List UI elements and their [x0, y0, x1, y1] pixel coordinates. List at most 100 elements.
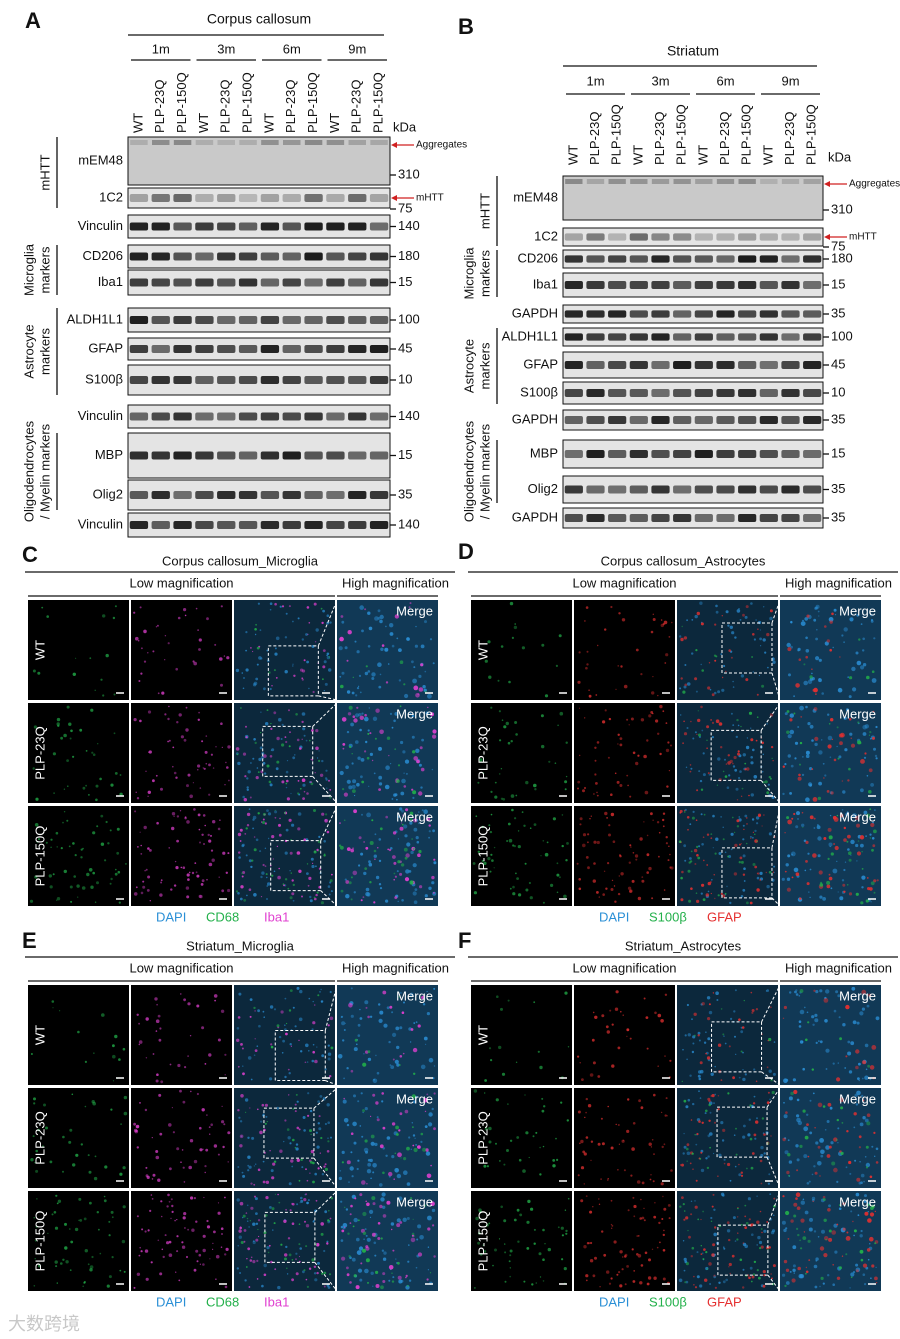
cell-signal	[381, 1100, 384, 1103]
cell-signal	[685, 1262, 690, 1266]
cell-signal	[797, 1233, 800, 1237]
blot-band	[282, 316, 301, 324]
cell-signal	[684, 664, 687, 666]
cell-signal	[349, 745, 352, 749]
cell-signal	[694, 1134, 696, 1136]
cell-signal	[94, 901, 97, 903]
cell-signal	[53, 792, 55, 794]
blot-band	[564, 281, 583, 289]
cell-signal	[698, 770, 701, 773]
cell-signal	[698, 1120, 701, 1123]
cell-signal	[188, 871, 191, 874]
cell-signal	[615, 688, 617, 691]
dapi-haze	[677, 1191, 778, 1291]
cell-signal	[247, 1136, 250, 1140]
cell-signal	[680, 677, 683, 680]
cell-signal	[267, 1251, 270, 1254]
cell-signal	[828, 873, 831, 876]
cell-signal	[279, 605, 282, 608]
blot-band	[673, 333, 692, 341]
cell-signal	[275, 677, 278, 679]
blot-band	[151, 345, 170, 353]
cell-signal	[187, 773, 191, 777]
cell-signal	[836, 745, 838, 748]
cell-signal	[316, 1243, 320, 1247]
cell-signal	[198, 638, 202, 642]
cell-signal	[692, 810, 695, 814]
cell-signal	[757, 1235, 761, 1240]
cell-signal	[51, 1000, 55, 1003]
cell-signal	[516, 1136, 520, 1139]
cell-signal	[796, 1169, 799, 1172]
cell-signal	[698, 1077, 702, 1081]
blot-band	[151, 222, 170, 231]
cell-signal	[323, 1249, 326, 1253]
cell-signal	[171, 1107, 173, 1109]
cell-signal	[560, 1101, 563, 1104]
blot-band	[694, 389, 713, 397]
cell-signal	[353, 891, 356, 894]
cell-signal	[669, 853, 671, 856]
cell-signal	[59, 1010, 61, 1012]
cell-signal	[69, 737, 72, 740]
cell-signal	[318, 835, 321, 839]
cell-signal	[841, 1255, 844, 1257]
blot-band	[195, 316, 214, 324]
cell-signal	[426, 1173, 432, 1179]
cell-signal	[377, 847, 379, 849]
cell-signal	[874, 1210, 876, 1213]
cell-signal	[787, 1139, 790, 1142]
cell-signal	[637, 754, 640, 757]
cell-signal	[782, 1017, 785, 1019]
cell-signal	[767, 1091, 770, 1094]
cell-signal	[857, 840, 860, 842]
cell-signal	[847, 1040, 851, 1044]
cell-signal	[266, 885, 269, 887]
blot-band	[151, 252, 170, 261]
cell-signal	[708, 1119, 711, 1123]
cell-signal	[711, 736, 715, 739]
cell-signal	[787, 734, 792, 739]
blot-band	[129, 252, 149, 261]
cell-signal	[122, 1166, 126, 1170]
cell-signal	[82, 1285, 84, 1288]
cell-signal	[805, 1272, 807, 1275]
cell-signal	[846, 840, 849, 843]
cell-signal	[806, 1182, 810, 1185]
cell-signal	[317, 1122, 320, 1125]
cell-signal	[807, 679, 813, 684]
cell-signal	[830, 791, 834, 795]
cell-signal	[287, 1237, 291, 1240]
marker-label: 45	[831, 356, 845, 371]
cell-signal	[488, 675, 492, 679]
cell-signal	[826, 884, 831, 889]
cell-signal	[619, 854, 621, 857]
cell-signal	[305, 1193, 308, 1196]
cell-signal	[856, 660, 862, 666]
cell-signal	[799, 705, 804, 711]
cell-signal	[696, 611, 700, 616]
cell-signal	[659, 1241, 661, 1244]
cell-signal	[181, 1241, 184, 1244]
cell-signal	[288, 1072, 291, 1075]
cell-signal	[580, 1166, 585, 1170]
cell-signal	[382, 990, 387, 995]
cell-signal	[271, 874, 274, 877]
cell-signal	[340, 1015, 344, 1018]
cell-signal	[176, 1250, 179, 1253]
cell-signal	[820, 1149, 825, 1155]
cell-signal	[691, 652, 694, 655]
cell-signal	[412, 750, 416, 754]
cell-signal	[786, 887, 792, 892]
zoom-line	[318, 695, 338, 701]
cell-signal	[845, 1253, 848, 1256]
cell-signal	[385, 899, 389, 903]
cell-signal	[868, 768, 873, 773]
cell-signal	[344, 1022, 346, 1024]
cell-signal	[313, 809, 316, 812]
micrograph-tile	[574, 600, 675, 700]
cell-signal	[394, 1059, 399, 1064]
cell-signal	[242, 1214, 246, 1218]
cell-signal	[508, 680, 511, 684]
